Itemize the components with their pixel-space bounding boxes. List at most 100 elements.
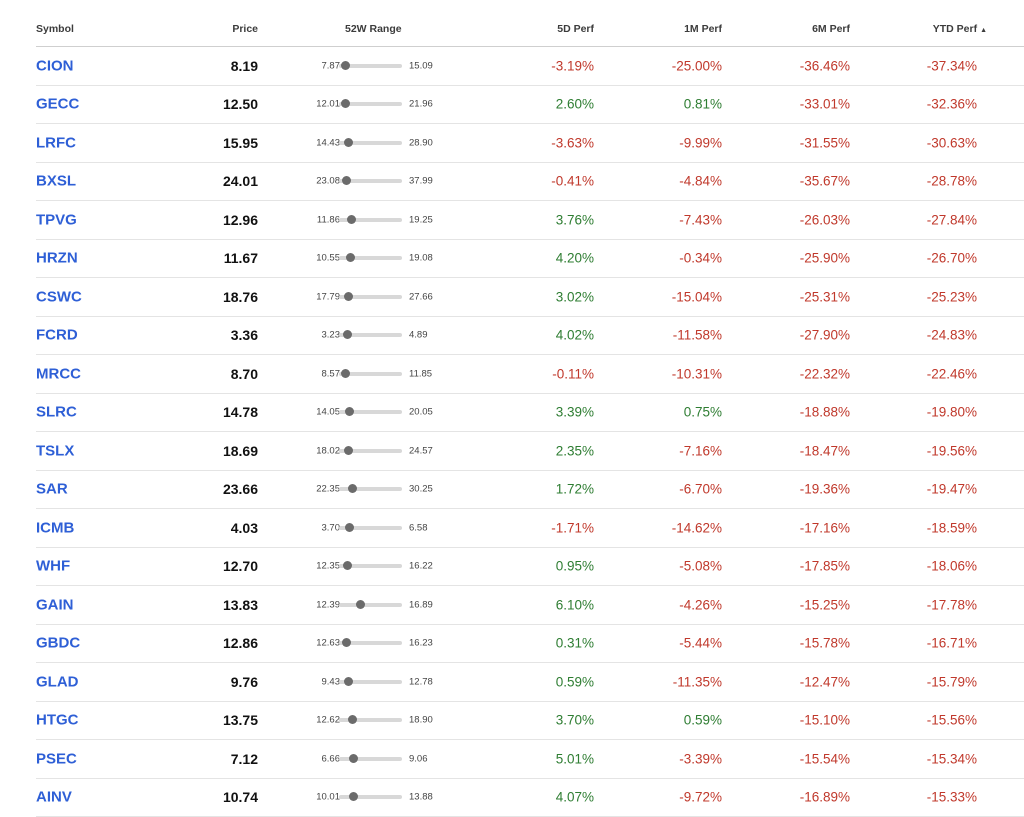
6m-perf-cell: -25.90%: [800, 251, 850, 266]
range-low: 17.79: [316, 291, 340, 302]
5d-perf-cell: 2.60%: [556, 97, 594, 112]
header-6m-perf[interactable]: 6M Perf: [812, 23, 850, 35]
symbol-link[interactable]: TSLX: [36, 442, 74, 459]
symbol-link[interactable]: WHF: [36, 558, 70, 575]
range-low: 23.08: [316, 176, 340, 187]
ytd-perf-cell: -28.78%: [927, 174, 977, 189]
header-symbol[interactable]: Symbol: [36, 23, 74, 35]
ytd-perf-cell: -30.63%: [927, 135, 977, 150]
ytd-perf-cell: -15.33%: [927, 790, 977, 805]
symbol-link[interactable]: LRFC: [36, 134, 76, 151]
1m-perf-cell: -9.72%: [679, 790, 722, 805]
header-ytd-perf[interactable]: YTD Perf▲: [933, 23, 987, 35]
range-bar: [339, 102, 402, 106]
symbol-link[interactable]: CION: [36, 57, 74, 74]
range-high: 19.25: [409, 214, 433, 225]
ytd-perf-cell: -15.34%: [927, 751, 977, 766]
symbol-link[interactable]: HRZN: [36, 250, 78, 267]
5d-perf-cell: 2.35%: [556, 443, 594, 458]
header-52w-range[interactable]: 52W Range: [345, 23, 402, 35]
range-position-marker: [343, 561, 352, 570]
range-low: 3.23: [322, 330, 341, 341]
symbol-link[interactable]: SAR: [36, 481, 68, 498]
range-position-marker: [356, 600, 365, 609]
range-position-marker: [342, 176, 351, 185]
symbol-link[interactable]: TPVG: [36, 211, 77, 228]
symbol-link[interactable]: GAIN: [36, 596, 74, 613]
ytd-perf-cell: -15.79%: [927, 674, 977, 689]
5d-perf-cell: 1.72%: [556, 482, 594, 497]
symbol-link[interactable]: HTGC: [36, 712, 79, 729]
range-position-marker: [341, 99, 350, 108]
range-high: 13.88: [409, 792, 433, 803]
symbol-link[interactable]: GLAD: [36, 673, 79, 690]
header-1m-perf[interactable]: 1M Perf: [684, 23, 722, 35]
symbol-link[interactable]: MRCC: [36, 365, 81, 382]
symbol-link[interactable]: BXSL: [36, 173, 76, 190]
1m-perf-cell: -11.58%: [673, 328, 722, 343]
ytd-perf-cell: -19.47%: [927, 482, 977, 497]
range-high: 12.78: [409, 676, 433, 687]
header-price[interactable]: Price: [232, 23, 258, 35]
1m-perf-cell: -4.26%: [679, 597, 722, 612]
6m-perf-cell: -25.31%: [800, 289, 850, 304]
symbol-link[interactable]: GECC: [36, 96, 79, 113]
5d-perf-cell: -0.41%: [551, 174, 594, 189]
range-bar: [339, 564, 402, 568]
1m-perf-cell: 0.81%: [684, 97, 722, 112]
symbol-link[interactable]: GBDC: [36, 635, 80, 652]
stock-table: Symbol Price 52W Range 5D Perf 1M Perf 6…: [36, 0, 1024, 817]
symbol-link[interactable]: ICMB: [36, 519, 74, 536]
range-bar: [339, 603, 402, 607]
range-position-marker: [348, 484, 357, 493]
6m-perf-cell: -16.89%: [800, 790, 850, 805]
range-high: 16.23: [409, 638, 433, 649]
range-low: 3.70: [322, 522, 341, 533]
price-cell: 24.01: [223, 173, 258, 189]
symbol-link[interactable]: SLRC: [36, 404, 77, 421]
1m-perf-cell: -6.70%: [679, 482, 722, 497]
6m-perf-cell: -17.85%: [800, 559, 850, 574]
symbol-link[interactable]: CSWC: [36, 288, 82, 305]
header-5d-perf[interactable]: 5D Perf: [557, 23, 594, 35]
price-cell: 18.76: [223, 289, 258, 305]
range-high: 28.90: [409, 137, 433, 148]
price-cell: 4.03: [231, 520, 258, 536]
5d-perf-cell: 3.39%: [556, 405, 594, 420]
range-position-marker: [347, 215, 356, 224]
ytd-perf-cell: -18.06%: [927, 559, 977, 574]
range-bar: [339, 795, 402, 799]
range-low: 12.01: [316, 99, 340, 110]
price-cell: 23.66: [223, 481, 258, 497]
symbol-link[interactable]: AINV: [36, 789, 72, 806]
range-bar: [339, 179, 402, 183]
range-bar: [339, 333, 402, 337]
symbol-link[interactable]: PSEC: [36, 750, 77, 767]
symbol-link[interactable]: FCRD: [36, 327, 78, 344]
1m-perf-cell: -3.39%: [679, 751, 722, 766]
ytd-perf-cell: -18.59%: [927, 520, 977, 535]
5d-perf-cell: 4.07%: [556, 790, 594, 805]
price-cell: 12.96: [223, 212, 258, 228]
5d-perf-cell: -0.11%: [552, 366, 594, 381]
range-position-marker: [345, 407, 354, 416]
